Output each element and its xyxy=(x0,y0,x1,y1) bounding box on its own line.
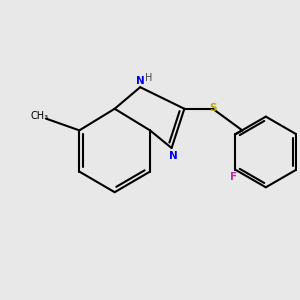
Text: S: S xyxy=(209,103,217,113)
Text: F: F xyxy=(230,172,237,182)
Text: N: N xyxy=(169,151,177,161)
Text: H: H xyxy=(145,74,153,83)
Text: N: N xyxy=(136,76,145,86)
Text: CH₃: CH₃ xyxy=(30,111,49,121)
